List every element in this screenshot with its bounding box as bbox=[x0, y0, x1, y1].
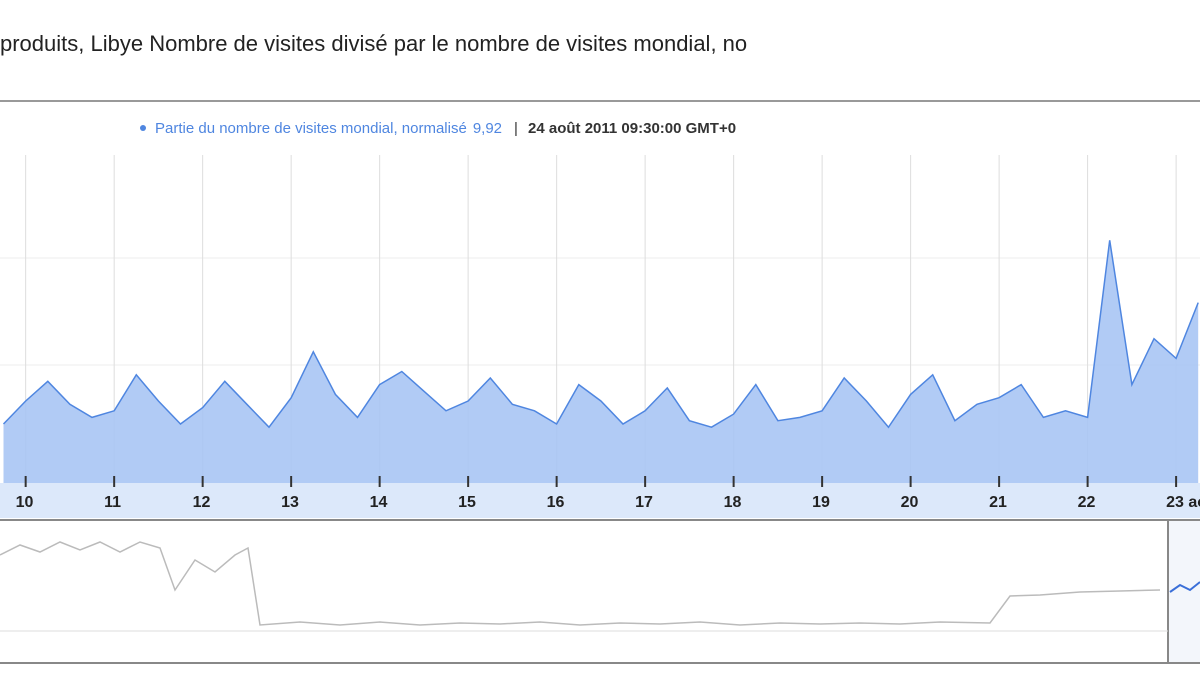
x-tick-label: 10 bbox=[16, 494, 34, 511]
navigator-line bbox=[0, 541, 1161, 626]
x-tick-label: 19 bbox=[812, 494, 830, 511]
area-fill bbox=[3, 240, 1199, 483]
x-tick-label: 11 bbox=[104, 494, 121, 511]
x-axis: 10 11 12 13 14 15 16 17 18 19 20 21 22 23 août bbox=[16, 476, 1200, 511]
navigator-window bbox=[1167, 519, 1200, 664]
legend-date: 24 août 2011 09:30:00 GMT+0 bbox=[528, 120, 736, 137]
legend-label: Partie du nombre de visites mondial, nor… bbox=[155, 120, 467, 137]
legend-separator: | bbox=[514, 120, 518, 137]
x-tick-label: 15 bbox=[458, 494, 476, 511]
x-axis-band bbox=[0, 483, 1200, 518]
legend-value: 9,92 bbox=[473, 120, 502, 137]
chart-title: produits, Libye Nombre de visites divisé… bbox=[0, 31, 747, 56]
x-tick-label: 20 bbox=[901, 494, 919, 511]
x-tick-label: 18 bbox=[724, 494, 742, 511]
x-tick-label: 14 bbox=[370, 494, 388, 511]
navigator bbox=[0, 519, 1169, 664]
x-tick-label: 13 bbox=[281, 494, 299, 511]
x-tick-label: 17 bbox=[635, 494, 653, 511]
x-tick-label: 23 août bbox=[1166, 494, 1200, 511]
x-tick-label: 12 bbox=[193, 494, 211, 511]
area-line bbox=[2, 240, 1199, 429]
navigator-selection-line bbox=[1169, 581, 1200, 593]
x-tick-label: 16 bbox=[547, 494, 565, 511]
x-tick-label: 22 bbox=[1078, 494, 1096, 511]
x-tick-label: 21 bbox=[989, 494, 1007, 511]
legend-dot bbox=[140, 125, 146, 131]
plot bbox=[2, 240, 1199, 483]
